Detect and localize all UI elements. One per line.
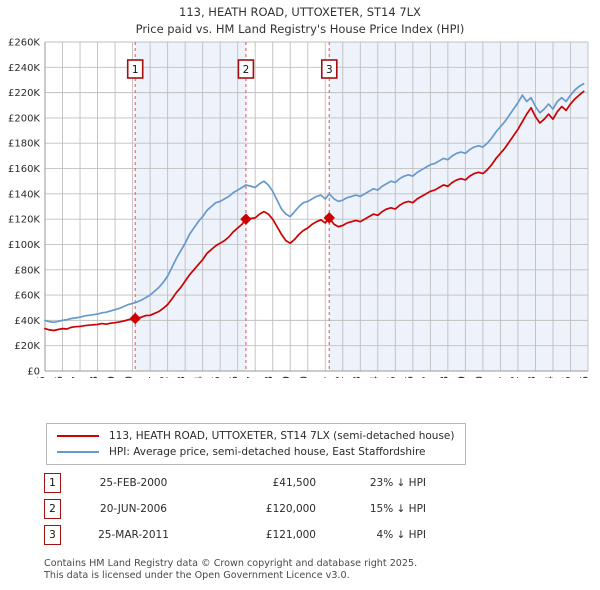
y-axis-tick-label: £260K [8, 38, 40, 49]
chart-shaded-bands [135, 42, 588, 371]
transactions-list: 1 25-FEB-2000 £41,500 23% ↓ HPI 2 20-JUN… [44, 470, 514, 548]
marker-badge-label: 3 [326, 64, 333, 76]
transaction-date: 25-MAR-2011 [98, 529, 169, 541]
marker-badge-box [237, 59, 255, 79]
x-axis-tick-label: 2022 [509, 376, 521, 378]
x-axis-tick-label: 2020 [474, 376, 486, 378]
chart-canvas: £0 £20K £40K £60K £80K £100K £120K £140K £160K £1… [8, 38, 591, 378]
y-axis-tick-label: £160K [8, 164, 40, 175]
x-axis-tick-label: 2007 [246, 376, 258, 378]
x-axis-tick-label: 2011 [316, 376, 328, 378]
marker-badge-label: 1 [132, 64, 139, 76]
y-axis-tick-label: £20K [14, 341, 40, 352]
transaction-price: £120,000 [265, 503, 316, 515]
shaded-band-1 [135, 42, 246, 371]
x-axis-tick-label: 2023 [526, 376, 538, 378]
chart-transaction-points [129, 212, 335, 325]
y-axis-tick-label: £240K [8, 63, 40, 74]
marker-badge-box [126, 59, 144, 79]
legend-item-price-paid: 113, HEATH ROAD, UTTOXETER, ST14 7LX (se… [53, 428, 459, 444]
transaction-hpi-delta: 23% ↓ HPI [369, 477, 426, 489]
transaction-hpi-delta: 15% ↓ HPI [369, 503, 426, 515]
status-badge: 1 [44, 473, 61, 493]
x-axis-tick-label: 2026 [579, 376, 591, 378]
footer-line-licence: This data is licensed under the Open Gov… [44, 569, 350, 581]
legend-swatch-price-paid [57, 435, 99, 437]
x-axis-tick-label: 1997 [71, 376, 83, 378]
chart-y-axis-labels: £0 £20K £40K £60K £80K £100K £120K £140K £160K £1… [8, 38, 40, 378]
y-axis-tick-label: £100K [8, 240, 40, 251]
legend-item-hpi: HPI: Average price, semi-detached house,… [53, 444, 459, 460]
y-axis-tick-label: £0 [27, 367, 40, 378]
marker-badge-1[interactable]: 1 [126, 59, 144, 79]
x-axis-tick-label: 2014 [369, 376, 381, 378]
x-axis-tick-label: 2024 [544, 376, 556, 378]
x-axis-tick-label: 2012 [334, 376, 346, 378]
x-axis-tick-label: 2013 [351, 376, 363, 378]
marker-badge-label: 2 [243, 64, 250, 76]
y-axis-tick-label: £40K [14, 316, 40, 327]
legend-swatch-hpi [57, 451, 99, 453]
table-row[interactable]: 2 20-JUN-2006 £120,000 15% ↓ HPI [44, 496, 514, 522]
x-axis-tick-label: 1995 [36, 376, 48, 378]
transaction-point-1[interactable] [129, 312, 141, 325]
chart-marker-lines [134, 42, 330, 371]
x-axis-tick-label: 1998 [89, 376, 101, 378]
marker-badge-box [320, 59, 338, 79]
status-badge: 3 [44, 525, 61, 545]
transaction-date: 25-FEB-2000 [99, 477, 168, 489]
price-history-chart: £0 £20K £40K £60K £80K £100K £120K £140K £160K £1… [0, 38, 600, 378]
x-axis-tick-label: 2004 [194, 376, 206, 378]
transaction-point-3[interactable] [323, 212, 335, 224]
x-axis-tick-label: 2002 [159, 376, 171, 378]
table-row[interactable]: 1 25-FEB-2000 £41,500 23% ↓ HPI [44, 470, 514, 496]
transaction-point-2[interactable] [240, 213, 252, 225]
marker-badge-2[interactable]: 2 [237, 59, 255, 79]
transaction-hpi-delta: 4% ↓ HPI [376, 529, 426, 541]
y-axis-tick-label: £200K [8, 113, 40, 124]
page-title: 113, HEATH ROAD, UTTOXETER, ST14 7LX [179, 5, 421, 19]
series-line [44, 82, 585, 324]
x-axis-tick-label: 2006 [229, 376, 241, 378]
x-axis-tick-label: 1999 [106, 376, 118, 378]
x-axis-tick-label: 2005 [211, 376, 223, 378]
x-axis-tick-label: 2019 [456, 376, 468, 378]
transaction-price: £121,000 [265, 529, 316, 541]
shaded-band-2 [329, 42, 588, 371]
y-axis-tick-label: £120K [8, 215, 40, 226]
x-axis-tick-label: 2018 [439, 376, 451, 378]
marker-badge-3[interactable]: 3 [320, 59, 338, 79]
x-axis-tick-label: 2003 [176, 376, 188, 378]
x-axis-tick-label: 2017 [421, 376, 433, 378]
y-axis-tick-label: £80K [14, 265, 40, 276]
chart-title-block: 113, HEATH ROAD, UTTOXETER, ST14 7LX Pri… [0, 4, 600, 38]
transaction-price: £41,500 [272, 477, 316, 489]
footer-line-copyright: Contains HM Land Registry data © Crown c… [44, 558, 418, 569]
x-axis-tick-label: 2021 [491, 376, 503, 378]
x-axis-tick-label: 2010 [299, 376, 311, 378]
transaction-date: 20-JUN-2006 [100, 503, 167, 515]
chart-legend: 113, HEATH ROAD, UTTOXETER, ST14 7LX (se… [46, 423, 466, 465]
x-axis-tick-label: 2000 [124, 376, 136, 378]
chart-marker-badges[interactable]: 1 2 3 [126, 59, 338, 79]
y-axis-tick-label: £180K [8, 139, 40, 150]
x-axis-tick-label: 2001 [141, 376, 153, 378]
x-axis-tick-label: 2008 [264, 376, 276, 378]
x-axis-tick-label: 1996 [54, 376, 66, 378]
page-subtitle: Price paid vs. HM Land Registry's House … [135, 22, 465, 36]
x-axis-tick-label: 2025 [561, 376, 573, 378]
chart-x-axis-labels: 1995 1996 1997 1998 1999 2000 2001 2002 2003 2004… [36, 376, 591, 378]
copyright-footer: Contains HM Land Registry data © Crown c… [44, 558, 584, 581]
y-axis-tick-label: £60K [14, 291, 40, 302]
legend-label-price-paid: 113, HEATH ROAD, UTTOXETER, ST14 7LX (se… [109, 430, 455, 442]
y-axis-tick-label: £220K [8, 88, 40, 99]
x-axis-tick-label: 2009 [281, 376, 293, 378]
x-axis-tick-label: 2015 [386, 376, 398, 378]
legend-label-hpi: HPI: Average price, semi-detached house,… [109, 446, 426, 458]
table-row[interactable]: 3 25-MAR-2011 £121,000 4% ↓ HPI [44, 522, 514, 548]
y-axis-tick-label: £140K [8, 189, 40, 200]
status-badge: 2 [44, 499, 61, 519]
x-axis-tick-label: 2016 [404, 376, 416, 378]
